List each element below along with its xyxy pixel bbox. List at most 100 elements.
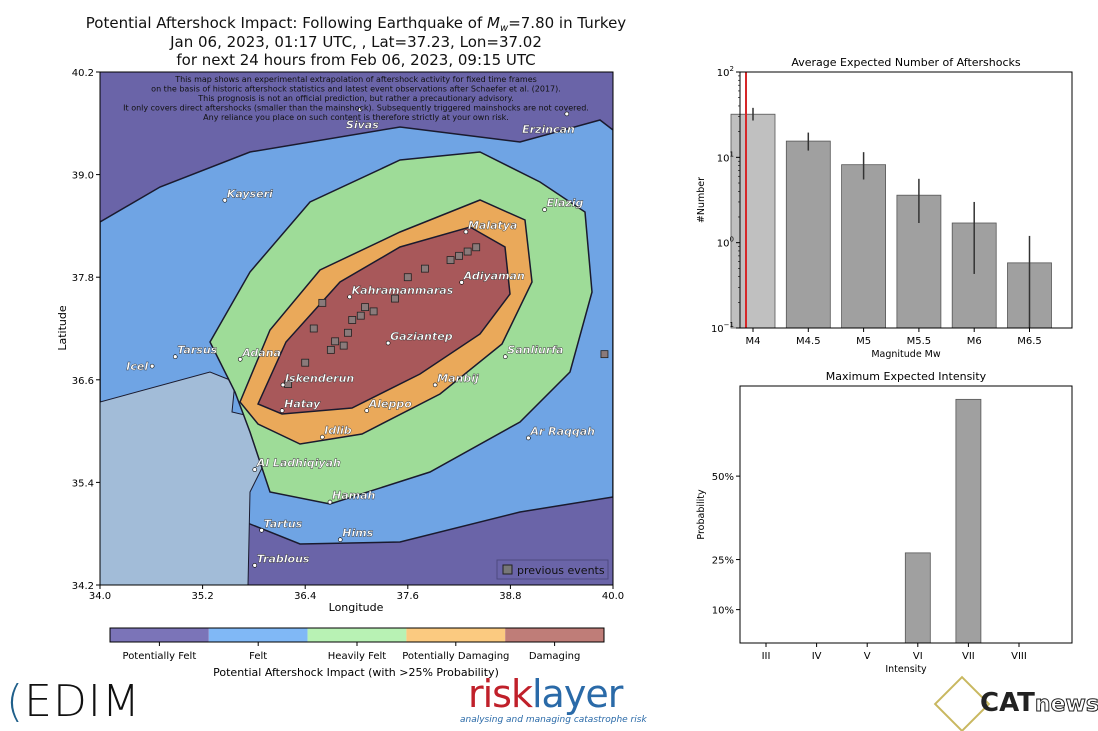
x-tick-label: IV (812, 651, 822, 662)
city-dot (564, 111, 570, 117)
y-tick-label: 102 (717, 65, 734, 79)
bar (730, 113, 776, 329)
city-dot (280, 382, 286, 388)
y-tick-label: 40.2 (72, 68, 94, 79)
city-label: Manbij (437, 372, 479, 385)
bar (785, 140, 831, 329)
y-tick-label: 35.4 (72, 478, 94, 489)
chart-title: Maximum Expected Intensity (826, 370, 987, 383)
x-tick-label: VIII (1011, 651, 1027, 662)
city-label: Ar Raqqah (529, 425, 595, 438)
x-tick-label: V (864, 651, 871, 662)
city-dot (463, 229, 469, 235)
disclaimer: This map shows an experimental extrapola… (123, 75, 589, 122)
x-tick-label: VII (962, 651, 975, 662)
chart-title: Average Expected Number of Aftershocks (791, 56, 1021, 69)
city-label: Gaziantep (390, 330, 453, 343)
y-tick-label: 36.6 (72, 376, 94, 387)
catnews-logo: CATnews (980, 688, 1098, 718)
x-tick-label: M4.5 (796, 336, 821, 347)
colorbar-segment (505, 628, 604, 642)
previous-event-marker (361, 303, 369, 312)
previous-events-layer (284, 243, 609, 388)
map-area: Sivas Erzincan Kayseri Elazig Malatya Adiyama… (100, 72, 613, 585)
map-axes: 34.0 35.2 36.4 37.6 38.8 40.0 34.2 35.4 36.6 37.8… (72, 68, 624, 602)
title-prefix: Potential Aftershock Impact: Following E… (85, 14, 488, 32)
y-tick-label: 50% (712, 472, 734, 483)
map-ylabel: Latitude (56, 305, 69, 351)
legend-event-marker (502, 564, 513, 575)
previous-event-marker (403, 273, 412, 282)
previous-event-marker (301, 358, 310, 367)
x-tick-label: M5 (856, 336, 871, 347)
colorbar-segment (208, 628, 308, 642)
x-tick-label: 40.0 (602, 591, 624, 602)
x-tick-label: M6 (967, 336, 982, 347)
y-axis-label: Probability (696, 489, 707, 540)
y-tick-label: 10−1 (711, 321, 734, 335)
y-tick-label: 100 (717, 236, 734, 250)
y-axis-label: #Number (696, 177, 707, 223)
city-dot (222, 197, 228, 203)
chart-frame (739, 385, 1073, 644)
disclaimer-line: This map shows an experimental extrapola… (174, 75, 537, 84)
previous-event-marker (309, 324, 318, 333)
disclaimer-line: on the basis of historic aftershock stat… (151, 85, 561, 94)
city-label: Tarsus (177, 344, 217, 357)
previous-event-marker (326, 345, 335, 354)
previous-event-marker (420, 264, 429, 273)
city-dot (252, 563, 258, 568)
previous-event-marker (391, 294, 399, 303)
legend-label: previous events (517, 564, 605, 577)
tick-base: 10 (711, 324, 724, 335)
city-label: Al Ladhiqiyah (256, 457, 341, 470)
city-label: Adiyaman (463, 269, 525, 282)
city-dot (347, 294, 352, 300)
tick-base: 10 (717, 68, 730, 79)
colorbar-label: Potentially Damaging (402, 651, 509, 662)
chart-frame (739, 71, 1073, 329)
x-tick-label: 35.2 (191, 591, 213, 602)
y-tick-label: 37.8 (72, 273, 94, 284)
previous-event-marker (455, 251, 464, 260)
risk-text: risk (468, 672, 533, 716)
max-intensity-chart: Maximum Expected Intensity III IV V VI VII VII… (696, 370, 1073, 675)
map-title-line2: Jan 06, 2023, 01:17 UTC, , Lat=37.23, Lo… (170, 33, 542, 51)
city-dot (459, 280, 464, 285)
city-label: Elazig (547, 197, 584, 210)
city-label: Icel (126, 360, 148, 373)
y-tick-label: 34.2 (72, 581, 94, 592)
disclaimer-line: This prognosis is not an official predic… (197, 94, 513, 103)
city-label: Erzincan (522, 123, 575, 136)
map-xlabel: Longitude (329, 601, 384, 614)
tick-exponent: 1 (730, 150, 734, 158)
x-tick-label: III (762, 651, 771, 662)
colorbar: Potentially Felt Felt Heavily Felt Potentia… (109, 627, 605, 662)
x-axis-label: Magnitude Mw (871, 349, 941, 360)
edim-text: EDIM (24, 676, 141, 727)
colorbar-segment (110, 628, 209, 642)
title-sub: w (500, 23, 509, 34)
tick-exponent: 2 (730, 65, 734, 73)
map-legend: previous events (496, 559, 609, 580)
x-axis-label: Intensity (885, 664, 927, 675)
city-dot (526, 435, 531, 441)
city-label: Iskenderun (285, 372, 354, 385)
city-dot (364, 408, 370, 413)
city-dot (327, 499, 333, 505)
city-dot (237, 356, 243, 362)
city-label: Hatay (284, 398, 321, 411)
risklayer-tagline: analysing and managing catastrophe risk (460, 715, 647, 725)
city-dot (319, 434, 325, 440)
city-label: Malatya (468, 219, 517, 232)
city-label: Adana (241, 346, 281, 359)
disclaimer-line: It only covers direct aftershocks (small… (123, 104, 589, 113)
tick-exponent: 0 (730, 236, 734, 244)
x-tick-label: 37.6 (397, 591, 419, 602)
city-label: Aleppo (368, 398, 412, 411)
colorbar-segment (307, 628, 407, 642)
previous-event-marker (600, 350, 609, 359)
edim-ring-icon: ( (6, 676, 25, 727)
disclaimer-line: Any reliance you place on such content i… (203, 113, 509, 122)
